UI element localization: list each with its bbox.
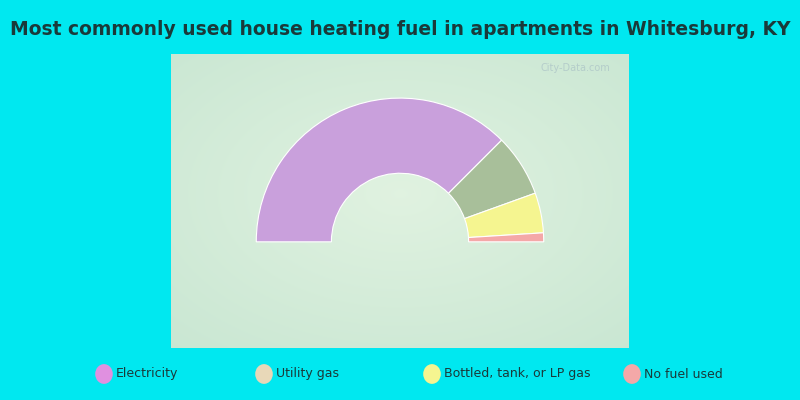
Wedge shape: [465, 193, 543, 238]
Text: Utility gas: Utility gas: [276, 368, 339, 380]
Wedge shape: [449, 140, 535, 218]
Text: Bottled, tank, or LP gas: Bottled, tank, or LP gas: [444, 368, 590, 380]
Text: Most commonly used house heating fuel in apartments in Whitesburg, KY: Most commonly used house heating fuel in…: [10, 20, 790, 39]
Ellipse shape: [255, 364, 273, 384]
Ellipse shape: [423, 364, 441, 384]
Text: No fuel used: No fuel used: [644, 368, 722, 380]
Text: City-Data.com: City-Data.com: [541, 63, 610, 73]
Ellipse shape: [623, 364, 641, 384]
Wedge shape: [256, 98, 502, 242]
Text: Electricity: Electricity: [116, 368, 178, 380]
Wedge shape: [469, 233, 544, 242]
Ellipse shape: [95, 364, 113, 384]
